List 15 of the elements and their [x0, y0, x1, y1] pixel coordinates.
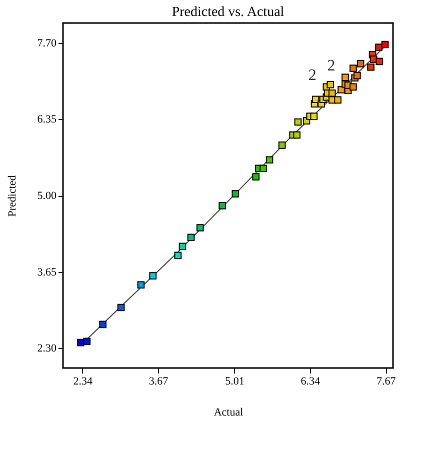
y-axis-title: Predicted — [6, 174, 18, 217]
chart-title: Predicted vs. Actual — [172, 5, 284, 20]
x-axis-title: Actual — [214, 406, 244, 418]
x-tick-label: 5.01 — [225, 376, 244, 388]
x-tick-label: 6.34 — [300, 376, 321, 388]
y-tick-label: 7.70 — [37, 37, 57, 50]
annotation: 2 — [308, 66, 316, 84]
y-tick-label: 6.35 — [37, 114, 57, 126]
y-tick-label: 2.30 — [37, 342, 57, 355]
y-tick-label: 5.00 — [37, 190, 57, 202]
x-tick-label: 2.34 — [73, 376, 93, 388]
x-tick-label: 7.67 — [376, 376, 396, 388]
annotation: 2 — [327, 57, 336, 74]
y-tick-label: 3.65 — [37, 266, 57, 278]
x-tick-label: 3.67 — [148, 376, 169, 388]
